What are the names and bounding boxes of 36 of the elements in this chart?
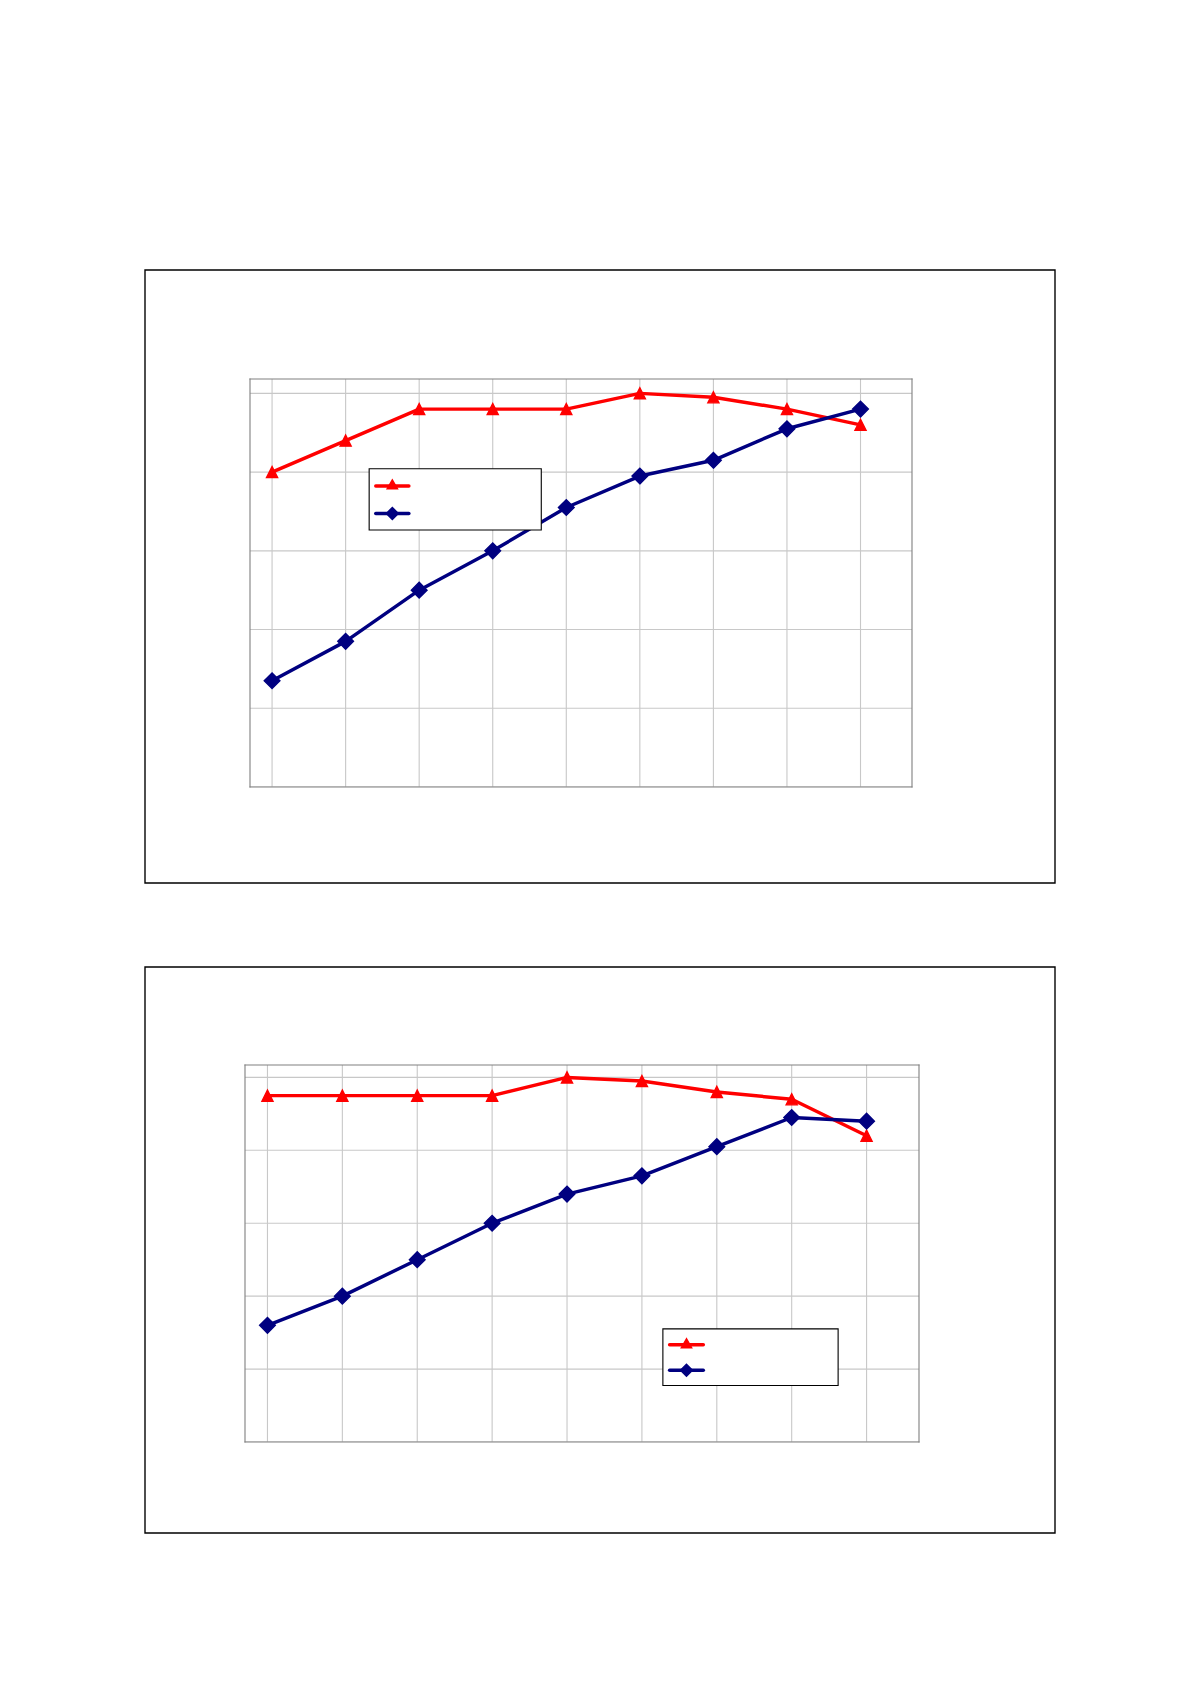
point (336, 1089, 349, 1102)
point (337, 632, 355, 650)
point (410, 1089, 424, 1102)
point (780, 402, 794, 416)
point (560, 402, 573, 416)
point (265, 465, 279, 479)
point (631, 467, 649, 485)
point (785, 1093, 798, 1106)
point (633, 1167, 651, 1185)
point (707, 391, 720, 404)
point (410, 581, 428, 599)
point (860, 1129, 873, 1142)
point (485, 1089, 499, 1102)
point (339, 434, 352, 447)
point (263, 672, 281, 690)
point (704, 451, 722, 469)
point (854, 418, 867, 432)
point (710, 1085, 724, 1099)
point (558, 1185, 576, 1203)
point (560, 1071, 574, 1084)
point (858, 1112, 876, 1130)
point (633, 387, 647, 400)
point (708, 1138, 726, 1156)
point (483, 1214, 501, 1232)
point (778, 420, 796, 438)
point (557, 498, 575, 517)
point (408, 1251, 426, 1269)
point (783, 1108, 801, 1127)
point (258, 1316, 277, 1334)
point (486, 402, 499, 416)
point (851, 400, 870, 418)
point (261, 1089, 274, 1102)
point (484, 542, 502, 560)
point (412, 402, 426, 416)
point (333, 1287, 351, 1305)
point (635, 1074, 649, 1088)
